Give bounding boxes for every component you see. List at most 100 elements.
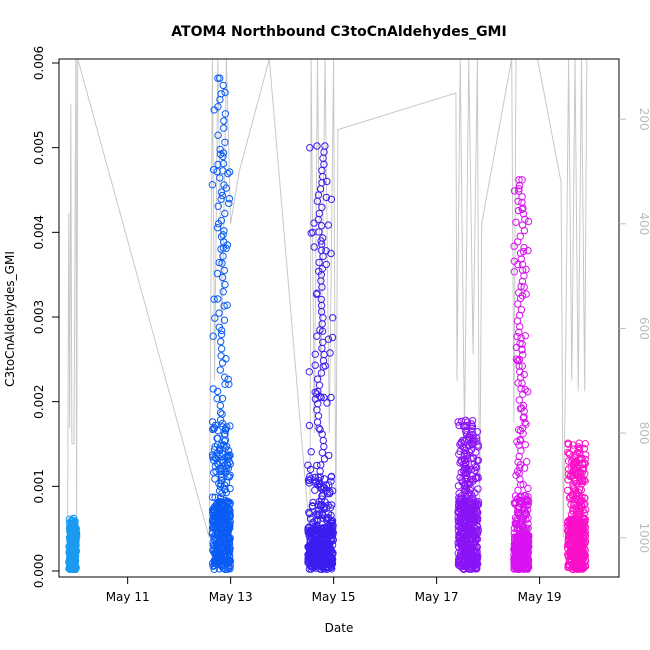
data-point [319, 172, 327, 181]
data-point [461, 422, 469, 430]
data-point [305, 476, 314, 484]
data-point [568, 533, 576, 541]
data-point [516, 232, 524, 241]
data-point [313, 541, 321, 549]
data-point [317, 295, 325, 304]
plot-frame [58, 58, 620, 578]
data-point [310, 243, 318, 251]
data-point [318, 430, 326, 438]
data-point [217, 352, 225, 360]
data-point [516, 339, 524, 348]
data-point [581, 459, 589, 468]
data-point [225, 199, 233, 208]
data-point [510, 187, 519, 195]
data-point [215, 487, 224, 495]
data-point [326, 519, 334, 527]
data-point [522, 290, 530, 298]
data-point [214, 295, 222, 303]
data-point [472, 434, 481, 442]
data-point [214, 131, 222, 139]
data-point [219, 159, 228, 168]
data-point [218, 273, 227, 282]
data-point [515, 520, 524, 528]
data-point [460, 522, 468, 531]
data-point [311, 361, 319, 369]
data-point [573, 448, 582, 456]
data-point [323, 177, 331, 186]
data-point [514, 260, 522, 269]
y2-tick-label: 600 [637, 317, 650, 340]
data-point [323, 399, 331, 407]
data-point [220, 124, 228, 132]
data-point [226, 422, 234, 430]
data-point [523, 555, 531, 564]
data-point [522, 265, 530, 274]
data-point [307, 528, 315, 537]
y-axis: 0.000 0.001 0.002 0.003 0.004 0.005 0.006 [32, 46, 59, 588]
y2-tick-label: 200 [637, 108, 650, 131]
data-point [315, 498, 323, 506]
data-point [221, 280, 229, 289]
y-tick-label: 0.003 [32, 300, 46, 334]
y-tick-label: 0.006 [32, 46, 46, 80]
data-point [455, 557, 463, 565]
data-point [210, 295, 218, 303]
data-point [213, 167, 221, 176]
data-point [319, 485, 327, 494]
data-point [565, 560, 573, 568]
y-axis-label: C3toCnAldehydes_GMI [3, 251, 17, 387]
data-point [468, 420, 476, 428]
x-tick-label: May 15 [312, 590, 356, 604]
data-point [520, 407, 528, 415]
data-point [209, 456, 218, 464]
data-point [474, 527, 482, 535]
data-point [313, 461, 321, 470]
data-point [571, 452, 580, 460]
data-point [320, 442, 328, 451]
data-point [569, 562, 577, 570]
y2-tick-label: 800 [637, 422, 650, 445]
data-point [517, 492, 525, 500]
data-point [70, 514, 78, 523]
data-point [564, 448, 572, 457]
data-point [318, 449, 326, 457]
data-point [516, 544, 525, 553]
data-point [218, 544, 227, 552]
data-point [515, 537, 523, 545]
data-point [519, 514, 528, 523]
data-point [219, 288, 227, 296]
data-point [569, 565, 578, 573]
data-point [317, 565, 326, 573]
data-point [514, 356, 522, 365]
data-point [521, 418, 529, 427]
data-point [329, 314, 337, 322]
data-point [519, 210, 528, 218]
data-point [216, 451, 224, 460]
data-point [515, 187, 523, 195]
data-point [465, 495, 474, 503]
data-point [463, 546, 471, 554]
data-point [224, 526, 233, 534]
data-point [327, 477, 335, 485]
data-point [576, 498, 585, 506]
data-point [316, 326, 324, 334]
data-point [216, 416, 225, 424]
data-point [518, 260, 527, 269]
data-point [319, 154, 327, 162]
data-point [510, 268, 518, 276]
y-tick-label: 0.000 [32, 554, 46, 588]
data-point [315, 381, 324, 389]
data-point [455, 561, 463, 569]
data-point [455, 530, 463, 539]
y-tick-label: 0.004 [32, 215, 46, 249]
data-point [514, 197, 522, 206]
data-point [217, 345, 226, 353]
data-point [210, 425, 218, 433]
data-point [216, 145, 224, 154]
data-point [520, 272, 528, 280]
data-point [213, 224, 222, 232]
data-point [456, 504, 464, 512]
y-tick-label: 0.005 [32, 130, 46, 164]
data-point [214, 103, 222, 111]
data-point [570, 474, 578, 482]
